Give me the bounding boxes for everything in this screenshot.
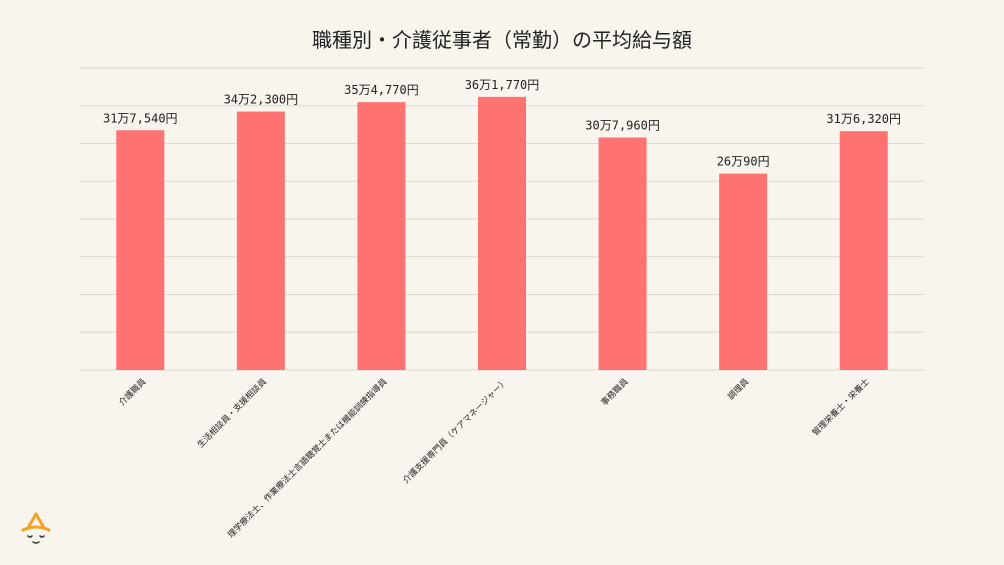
data-label: 36万1,770円: [465, 78, 540, 92]
category-label: 生活相談員・支援相談員: [195, 376, 269, 450]
category-label: 調理員: [725, 376, 751, 402]
bar: [236, 111, 285, 370]
chart-title: 職種別・介護従事者（常勤）の平均給与額: [312, 28, 692, 52]
bars: [116, 96, 888, 370]
category-label: 事務職員: [599, 376, 631, 408]
bar: [116, 130, 165, 370]
data-label: 26万90円: [717, 155, 770, 169]
bar: [719, 173, 768, 370]
data-label: 31万6,320円: [826, 112, 901, 126]
bar: [357, 102, 406, 370]
category-label: 管理栄養士・栄養士: [810, 376, 872, 438]
data-label: 35万4,770円: [344, 83, 419, 97]
data-label: 34万2,300円: [224, 93, 299, 107]
bar: [598, 137, 647, 370]
category-labels: 介護職員 生活相談員・支援相談員理学療法士、作業療法士言語聴覚士または機能訓練指導…: [117, 376, 873, 540]
bar: [478, 96, 526, 370]
data-label: 30万7,960円: [585, 118, 660, 132]
category-label: 介護支援専門員（ケアマネージャー）: [401, 376, 511, 486]
data-label: 31万7,540円: [103, 111, 178, 125]
bar: [839, 131, 888, 370]
brand-logo-icon: [21, 512, 51, 544]
category-label: 介護職員: [117, 376, 149, 408]
data-labels: 31万7,540円 34万2,300円 35万4,770円 36万1,770円 30万7…: [103, 78, 901, 169]
